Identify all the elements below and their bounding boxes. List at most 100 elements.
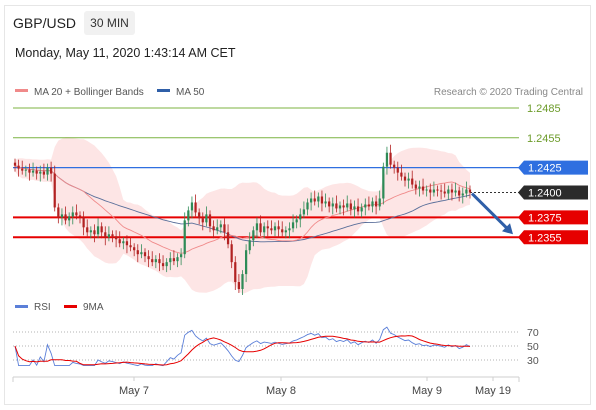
candle-body [190,202,194,211]
x-axis-ticks: May 7 May 8 May 9 May 19 [119,377,511,397]
candle-body [378,198,381,207]
candle-body [201,218,204,223]
x-tick-label-1: May 8 [266,385,296,397]
candle-body [393,164,396,168]
resistance-label-1: 1.2455 [527,133,561,145]
candle-body [230,244,233,263]
candle-body [324,201,327,204]
ma50-legend-label: MA 50 [176,87,205,98]
candle-body [306,202,309,210]
rsi-tick-50: 50 [527,341,539,353]
candle-body [96,226,100,235]
candle-body [403,176,407,181]
candle-body [429,189,432,193]
candle-body [371,201,374,207]
candle-body [313,198,316,202]
candle-body [133,247,136,251]
candle-body [432,189,436,193]
candle-body [450,189,454,193]
candle-body [328,201,331,207]
candle-body [187,210,190,221]
candle-body [259,223,262,233]
rsi-ma-legend-label: 9MA [83,302,104,313]
ma50-legend-swatch [157,89,170,92]
candle-body [205,214,208,223]
candle-body [179,254,183,258]
candle-body [118,239,121,244]
candle-body [31,170,35,173]
candle-body [71,212,74,217]
candle-body [436,189,439,191]
candle-body [122,241,125,244]
candle-body [24,169,27,171]
rsi-line [14,326,471,367]
candle-body [198,212,201,219]
candle-body [212,226,215,231]
candle-body [360,207,363,212]
candle-body [64,214,67,221]
ma50-line [14,165,471,243]
last-price-label: 1.2400 [518,185,588,200]
candle-body [60,214,64,218]
candle-body [299,214,302,220]
candle-body [447,189,450,194]
candle-body [273,226,277,231]
candle-body [42,171,46,175]
forecast-arrow [470,192,510,231]
candle-body [208,214,212,227]
last-price-label-text: 1.2400 [528,188,562,200]
candle-body [349,203,352,210]
candle-body [439,190,443,192]
candle-body [75,212,78,216]
candle-body [143,252,147,257]
candle-body [263,226,266,233]
candle-body [183,220,186,255]
candle-body [140,252,143,255]
candle-body [458,190,461,196]
candle-body [161,263,165,267]
candle-body [418,186,421,189]
candle-body [302,209,306,215]
candle-body [454,190,457,193]
candle-body [104,232,107,238]
candle-body [295,219,298,223]
candle-body [216,227,219,231]
candle-body [21,168,24,171]
candle-body [176,257,179,262]
candle-body [252,230,255,241]
candle-body [241,274,244,290]
candle-body [17,165,20,169]
candle-body [158,259,161,264]
rsi-ma-line [14,335,471,366]
credit-text: Research © 2020 Trading Central [434,87,583,98]
candle-body [114,236,118,240]
candle-body [151,259,154,263]
candle-body [46,167,49,175]
forecast-arrow-head [502,223,513,235]
candle-body [244,250,248,275]
candle-body [320,196,324,204]
candle-body [28,169,31,173]
candle-body [226,232,230,245]
timeframe-badge[interactable]: 30 MIN [84,11,135,35]
candle-body [385,152,389,167]
x-tick-label-3: May 19 [475,385,511,397]
ma20-legend-swatch [15,89,28,92]
candle-body [338,205,342,209]
chart-datetime: Monday, May 11, 2020 1:43:14 AM CET [15,46,236,60]
candle-body [266,226,269,229]
candle-body [425,189,428,191]
candle-body [234,262,237,283]
candle-body [284,230,287,233]
candle-body [86,227,89,233]
ma20-line [14,165,471,254]
candle-body [49,167,53,174]
candle-body [309,198,313,203]
candle-body [237,282,241,290]
candle-body [407,178,410,181]
candle-body [154,259,157,263]
candle-body [396,167,399,173]
rsi-ma-legend-swatch [64,305,77,308]
rsi-panel: 70 50 30 [13,326,539,367]
